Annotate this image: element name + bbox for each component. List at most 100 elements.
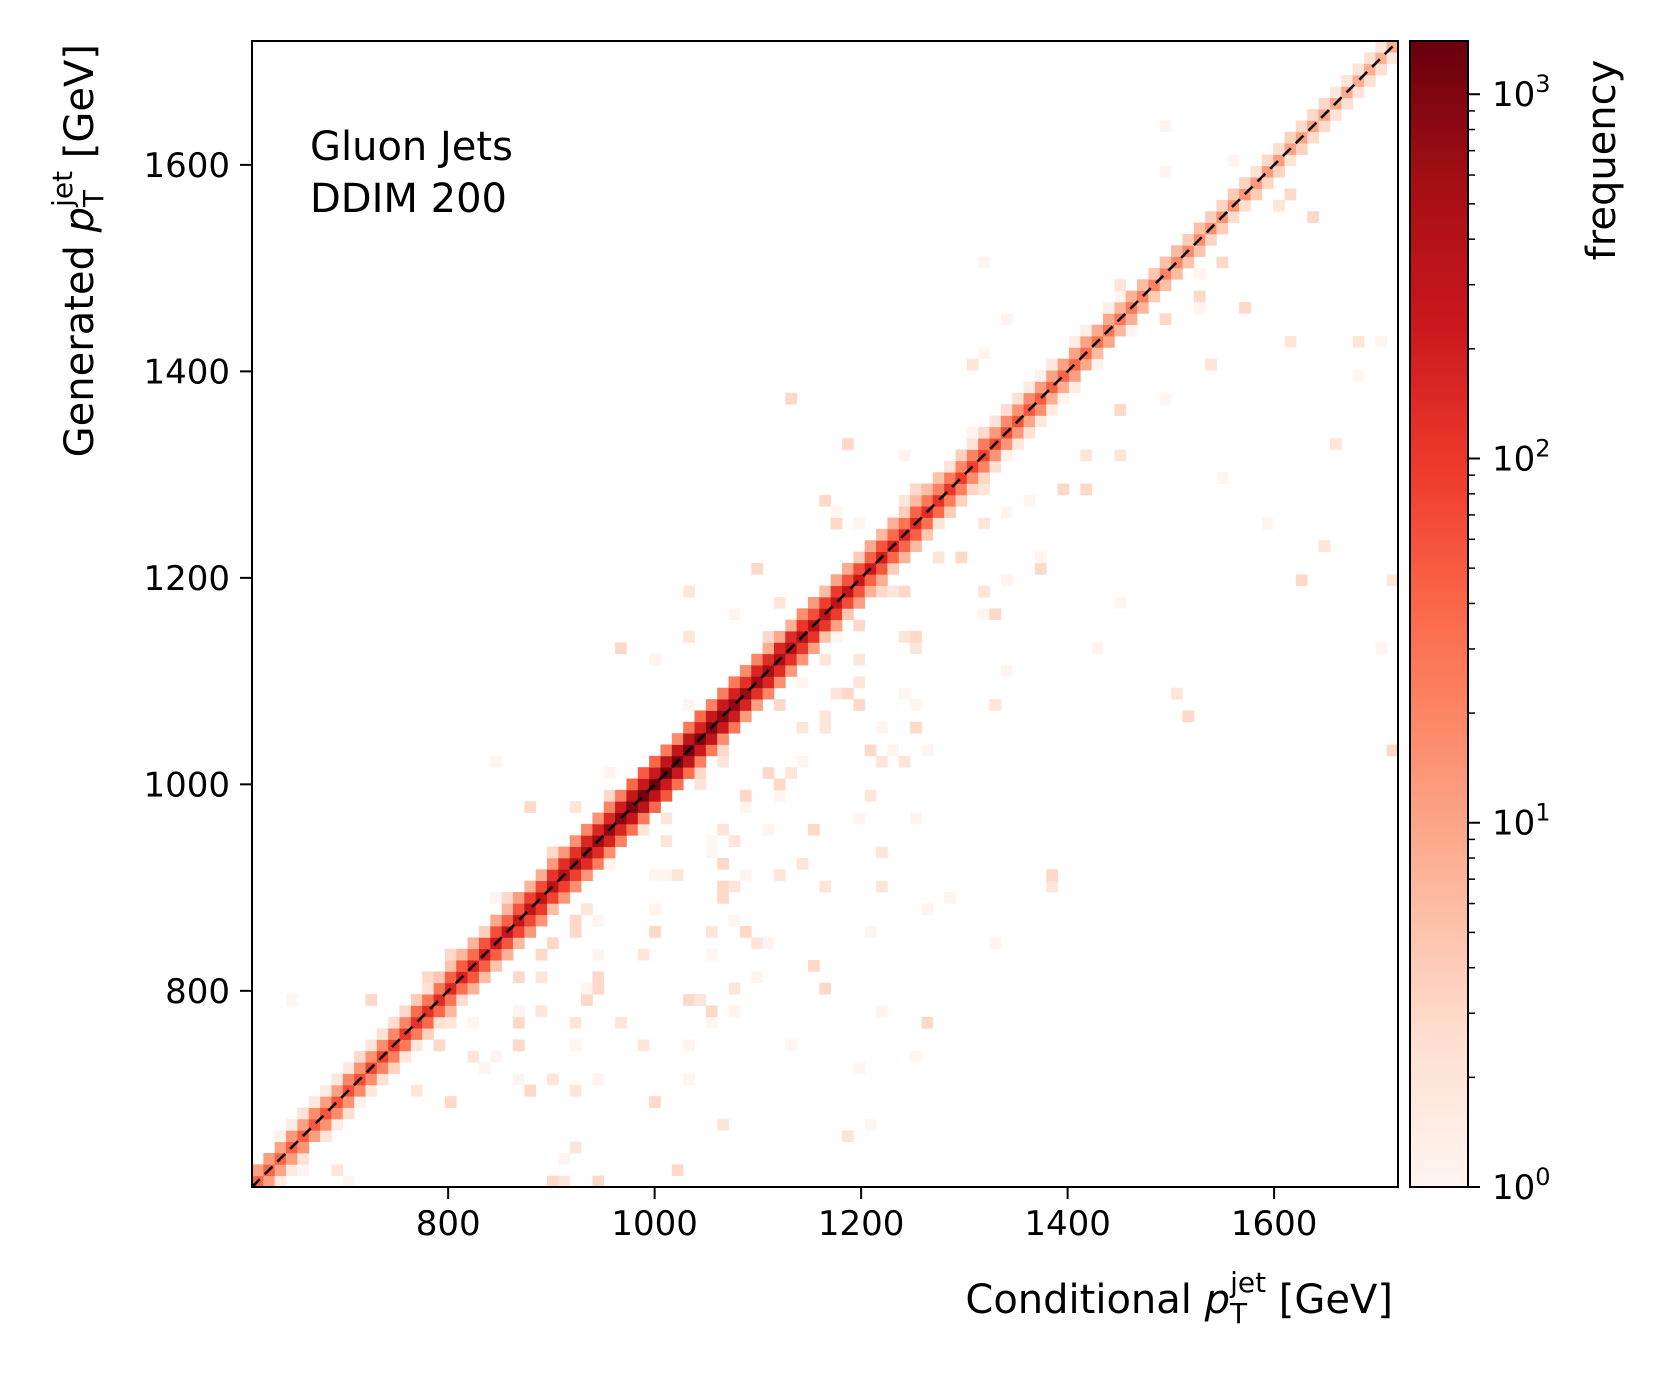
heatmap-cell xyxy=(1034,381,1047,394)
heatmap-cell xyxy=(252,1164,264,1177)
heatmap-cell xyxy=(876,755,888,768)
heatmap-cell xyxy=(524,880,537,893)
heatmap-cell xyxy=(1171,245,1183,257)
heatmap-cell xyxy=(819,494,832,507)
heatmap-cell xyxy=(1363,63,1376,76)
heatmap-cell xyxy=(524,1084,537,1097)
heatmap-cell xyxy=(978,483,990,496)
heatmap-cell xyxy=(683,585,695,598)
heatmap-cell xyxy=(762,642,775,655)
heatmap-cell xyxy=(785,631,798,643)
heatmap-cells xyxy=(252,41,1398,1187)
colorbar-ticks: 100 101 102 103 xyxy=(1468,70,1551,1208)
heatmap-cell xyxy=(887,551,900,564)
heatmap-cell xyxy=(1034,370,1047,382)
heatmap-cell xyxy=(615,812,627,825)
heatmap-cell xyxy=(717,1118,729,1131)
heatmap-cell xyxy=(887,528,900,541)
heatmap-cell xyxy=(830,596,843,609)
heatmap-cell xyxy=(853,619,866,632)
heatmap-cell xyxy=(308,1096,321,1108)
heatmap-cell xyxy=(1352,63,1365,76)
heatmap-cell xyxy=(1182,256,1195,269)
heatmap-cell xyxy=(569,1141,582,1154)
heatmap-cell xyxy=(1227,154,1240,167)
heatmap-cell xyxy=(535,948,548,961)
heatmap-cell xyxy=(558,846,571,859)
heatmap-cell xyxy=(354,1084,366,1097)
heatmap-cell xyxy=(592,971,605,984)
heatmap-cell xyxy=(921,494,934,507)
heatmap-cell xyxy=(581,903,593,916)
heatmap-cell xyxy=(512,937,525,950)
heatmap-cell xyxy=(1205,233,1217,246)
heatmap-cell xyxy=(751,937,763,950)
heatmap-cell xyxy=(1034,562,1047,575)
heatmap-cell xyxy=(1182,710,1195,723)
heatmap-cell xyxy=(830,608,843,621)
heatmap-cell xyxy=(456,994,468,1006)
heatmap-cell xyxy=(898,540,911,552)
heatmap-cell xyxy=(410,1028,423,1040)
heatmap-cell xyxy=(1261,154,1274,167)
colorbar-label: frequency xyxy=(1579,60,1625,261)
heatmap-cell xyxy=(637,789,650,802)
heatmap-cell xyxy=(660,744,673,757)
heatmap-cell xyxy=(989,426,1002,439)
heatmap-cell xyxy=(524,914,537,927)
heatmap-cell xyxy=(512,903,525,916)
heatmap-cell xyxy=(456,982,468,995)
heatmap-cell xyxy=(512,891,525,904)
y-tick-label: 1600 xyxy=(143,146,230,186)
heatmap-cell xyxy=(751,676,763,689)
heatmap-cell xyxy=(1273,165,1285,178)
heatmap-cell xyxy=(762,937,775,950)
heatmap-cell xyxy=(1352,86,1365,99)
heatmap-cell xyxy=(830,517,843,530)
heatmap-cell xyxy=(705,926,718,938)
heatmap-cell xyxy=(1125,290,1138,303)
y-tick-label: 1000 xyxy=(143,765,230,805)
heatmap-cell xyxy=(467,982,480,995)
heatmap-cell xyxy=(331,1096,344,1108)
heatmap-cell xyxy=(320,1118,332,1131)
heatmap-cell xyxy=(592,812,605,825)
heatmap-cell xyxy=(490,1050,503,1063)
heatmap-cell xyxy=(1352,370,1365,382)
heatmap-cell xyxy=(569,835,582,848)
heatmap-cell xyxy=(342,1107,355,1120)
heatmap-cell xyxy=(1182,233,1195,246)
heatmap-cell xyxy=(1057,381,1070,394)
heatmap-cell xyxy=(547,846,559,859)
heatmap-cell xyxy=(910,506,922,518)
heatmap-cell xyxy=(490,926,503,938)
heatmap-cell xyxy=(762,631,775,643)
heatmap-cell xyxy=(603,846,616,859)
heatmap-cell xyxy=(660,778,673,791)
heatmap-cell xyxy=(286,1130,298,1143)
heatmap-cell xyxy=(524,926,537,938)
heatmap-cell xyxy=(683,1039,695,1052)
heatmap-cell xyxy=(1057,370,1070,382)
heatmap-cell xyxy=(932,517,945,530)
heatmap-cell xyxy=(433,1039,446,1052)
heatmap-cell xyxy=(944,891,956,904)
heatmap-cell xyxy=(728,835,741,848)
heatmap-cell xyxy=(1091,642,1104,655)
heatmap-cell xyxy=(286,1152,298,1165)
heatmap-cell xyxy=(1363,75,1376,87)
heatmap-cell xyxy=(569,1016,582,1029)
x-axis: 800 1000 1200 1400 1600 xyxy=(416,1187,1317,1244)
heatmap-cell xyxy=(830,506,843,518)
heatmap-cell xyxy=(1318,540,1331,552)
heatmap-cell xyxy=(626,823,639,836)
heatmap-cell xyxy=(830,619,843,632)
heatmap-cell xyxy=(955,449,968,462)
heatmap-cell xyxy=(966,483,979,496)
heatmap-cell xyxy=(649,767,661,779)
heatmap-cell xyxy=(1114,290,1127,303)
heatmap-cell xyxy=(773,631,786,643)
heatmap-cell xyxy=(490,960,503,972)
heatmap-cell xyxy=(1114,449,1127,462)
